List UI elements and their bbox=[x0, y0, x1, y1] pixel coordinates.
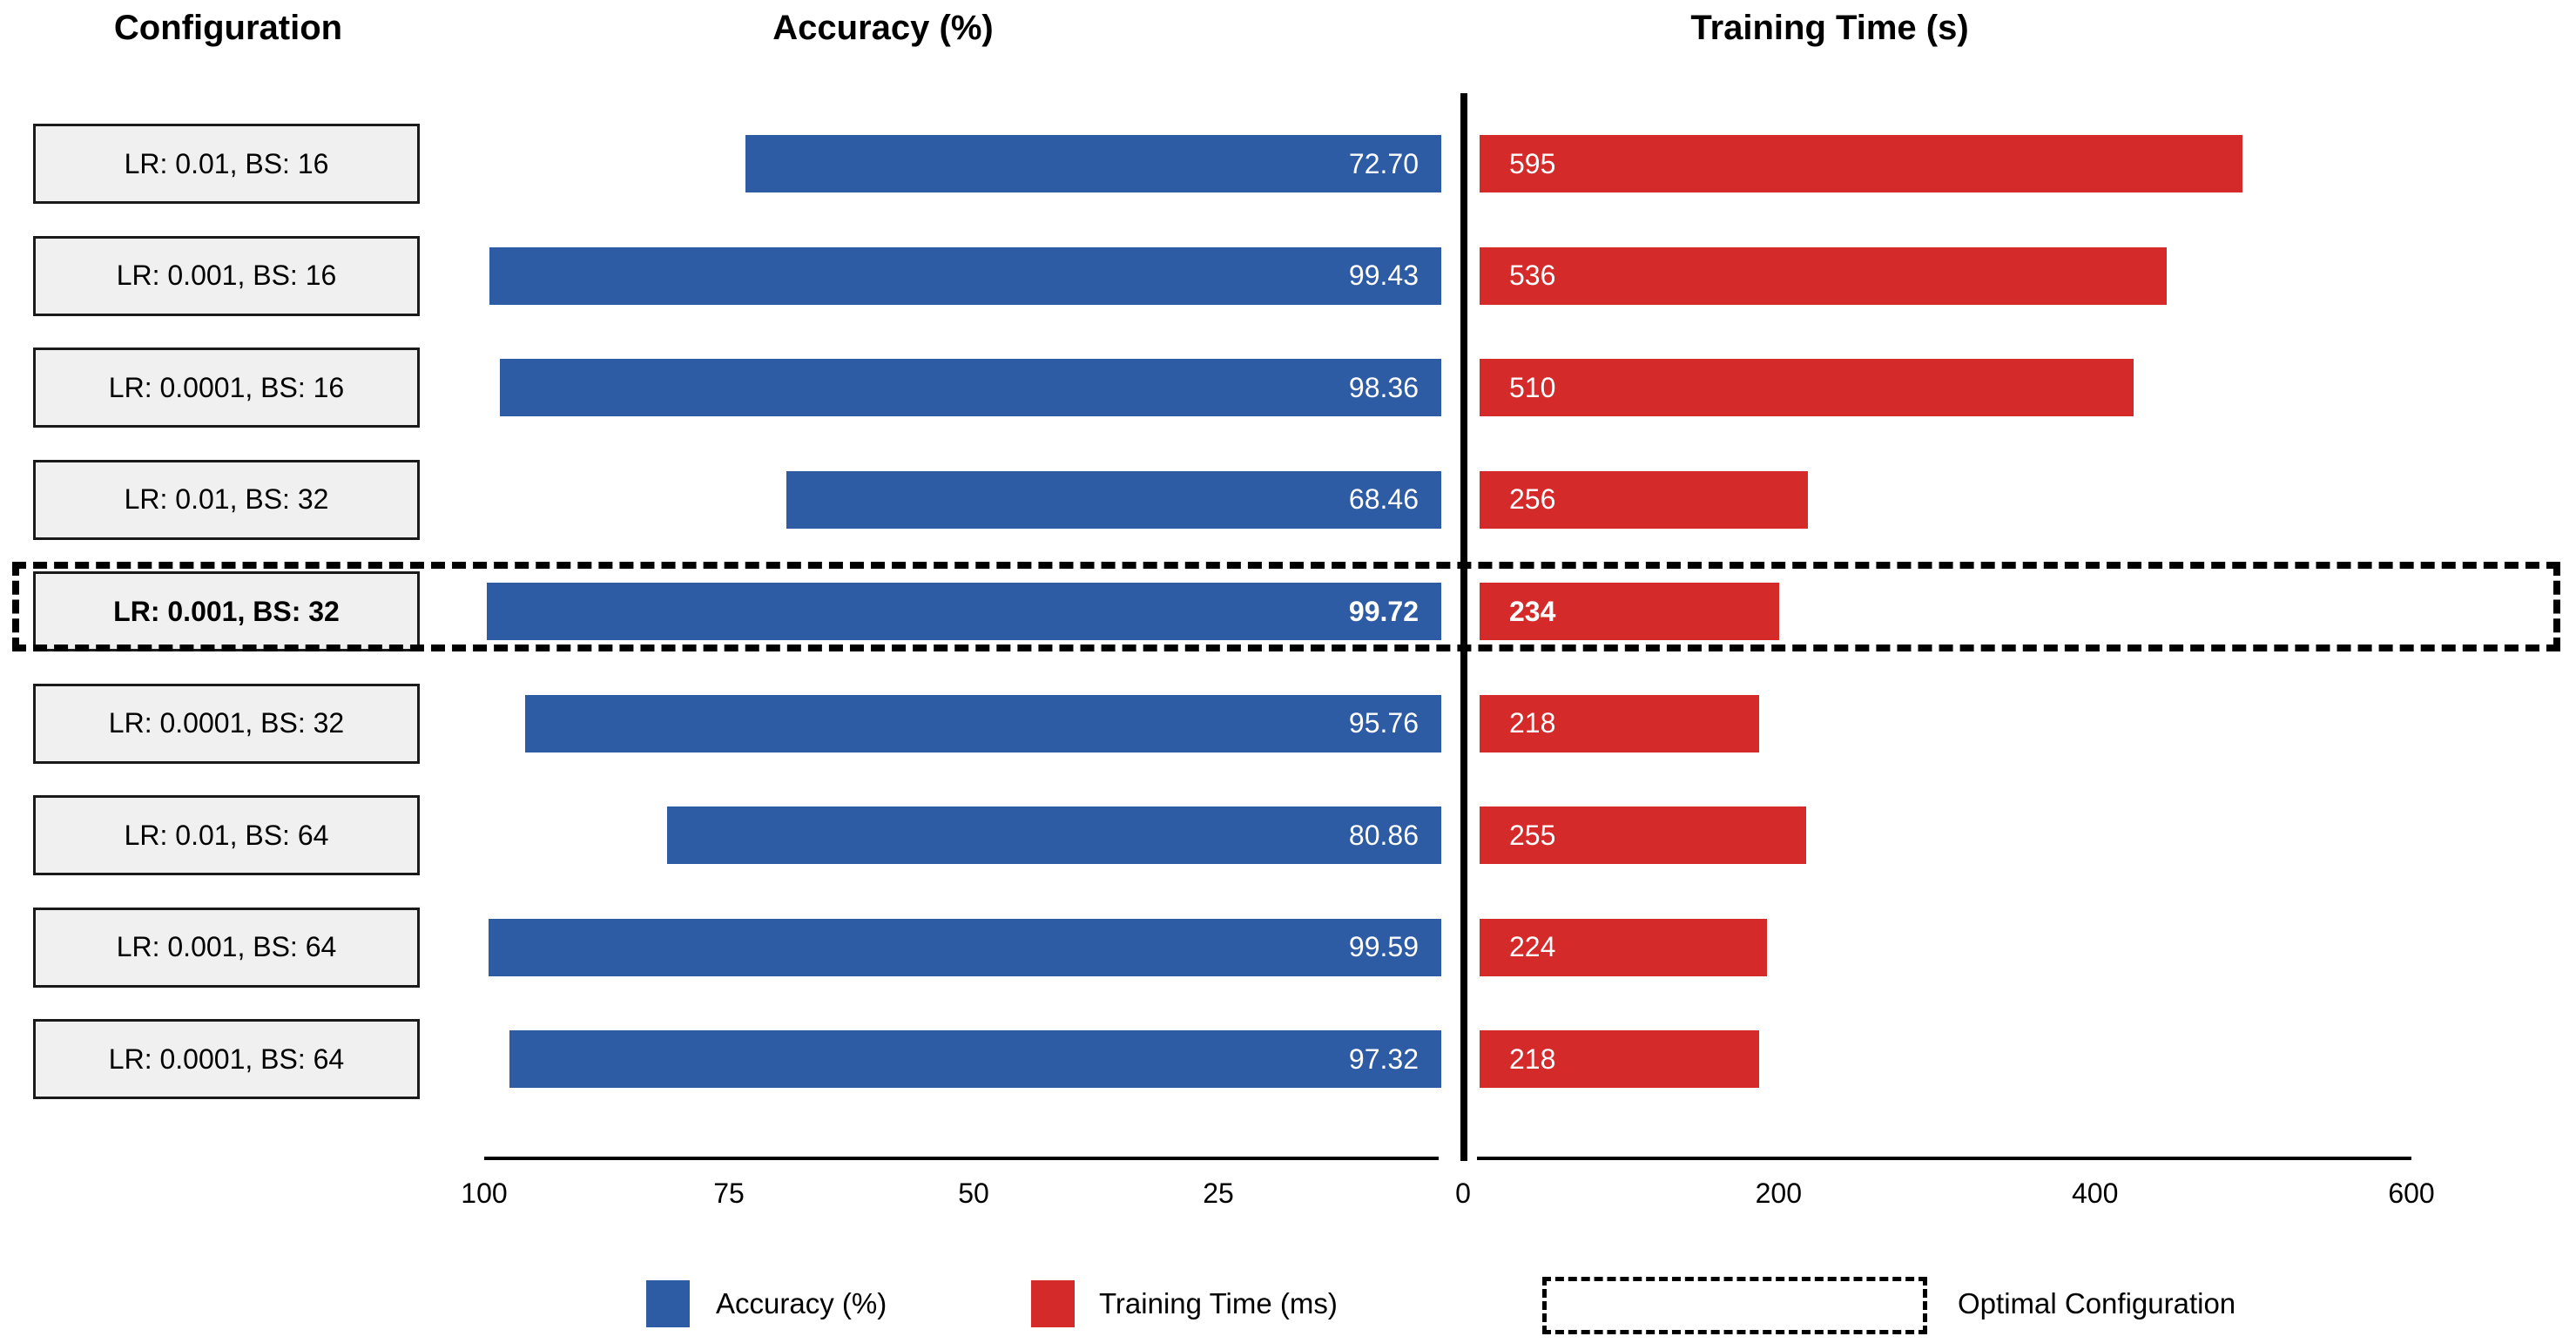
time-value-label: 218 bbox=[1509, 1043, 1556, 1075]
config-column-title: Configuration bbox=[113, 9, 343, 47]
time-bar: 595 bbox=[1480, 135, 2242, 192]
accuracy-value-label: 72.70 bbox=[1348, 147, 1419, 179]
accuracy-value-label: 99.72 bbox=[1348, 595, 1419, 627]
config-box: LR: 0.001, BS: 16 bbox=[33, 235, 420, 316]
time-value-label: 256 bbox=[1509, 483, 1556, 515]
accuracy-bar: 97.32 bbox=[509, 1030, 1441, 1088]
axis-tick-label: 50 bbox=[958, 1178, 989, 1209]
accuracy-value-label: 98.36 bbox=[1348, 371, 1419, 403]
config-box: LR: 0.01, BS: 32 bbox=[33, 459, 420, 540]
time-bar: 218 bbox=[1480, 1030, 1759, 1088]
accuracy-value-label: 80.86 bbox=[1348, 819, 1419, 851]
axis-tick-label: 400 bbox=[2071, 1178, 2119, 1209]
time-bar: 224 bbox=[1480, 918, 1767, 976]
accuracy-column-title: Accuracy (%) bbox=[772, 9, 994, 47]
accuracy-value-label: 68.46 bbox=[1348, 483, 1419, 515]
accuracy-value-label: 97.32 bbox=[1348, 1043, 1419, 1075]
time-legend-swatch bbox=[1031, 1280, 1075, 1327]
config-box: LR: 0.001, BS: 32 bbox=[33, 571, 420, 651]
time-column-title: Training Time (s) bbox=[1690, 9, 1969, 47]
axis-tick-label: 600 bbox=[2388, 1178, 2435, 1209]
accuracy-value-label: 99.59 bbox=[1348, 931, 1419, 962]
accuracy-bar: 98.36 bbox=[500, 359, 1441, 416]
accuracy-bar: 99.72 bbox=[487, 583, 1441, 640]
time-bar: 510 bbox=[1480, 359, 2134, 416]
config-box: LR: 0.01, BS: 16 bbox=[33, 124, 420, 204]
time-bar: 536 bbox=[1480, 246, 2167, 305]
axis-tick-label: 200 bbox=[1755, 1178, 1803, 1209]
config-box: LR: 0.0001, BS: 16 bbox=[33, 348, 420, 428]
time-bar: 255 bbox=[1480, 806, 1807, 864]
axis-tick-label: 100 bbox=[461, 1178, 508, 1209]
config-box: LR: 0.01, BS: 64 bbox=[33, 795, 420, 875]
accuracy-value-label: 95.76 bbox=[1348, 707, 1419, 739]
optimal-legend-label: Optimal Configuration bbox=[1958, 1287, 2236, 1319]
time-value-label: 510 bbox=[1509, 371, 1556, 403]
optimal-configuration-outline bbox=[12, 562, 2560, 651]
accuracy-bar: 72.70 bbox=[745, 135, 1441, 192]
accuracy-legend-label: Accuracy (%) bbox=[716, 1287, 887, 1319]
time-axis-line bbox=[1477, 1157, 2411, 1160]
time-bar: 218 bbox=[1480, 694, 1759, 752]
accuracy-legend-swatch bbox=[646, 1280, 690, 1327]
accuracy-bar: 80.86 bbox=[667, 806, 1441, 864]
config-box: LR: 0.001, BS: 64 bbox=[33, 907, 420, 988]
config-box: LR: 0.0001, BS: 32 bbox=[33, 683, 420, 764]
axis-tick-label: 0 bbox=[1455, 1178, 1471, 1209]
time-bar: 234 bbox=[1480, 583, 1780, 640]
time-legend-label: Training Time (ms) bbox=[1099, 1287, 1338, 1319]
time-value-label: 224 bbox=[1509, 931, 1556, 962]
accuracy-bar: 99.43 bbox=[489, 246, 1441, 305]
time-bar: 256 bbox=[1480, 470, 1808, 529]
accuracy-bar: 99.59 bbox=[488, 918, 1441, 976]
accuracy-bar: 68.46 bbox=[786, 470, 1441, 529]
time-value-label: 234 bbox=[1509, 595, 1556, 627]
time-value-label: 536 bbox=[1509, 260, 1556, 291]
accuracy-bar: 95.76 bbox=[524, 694, 1441, 752]
time-value-label: 218 bbox=[1509, 707, 1556, 739]
time-value-label: 255 bbox=[1509, 819, 1556, 851]
optimal-legend-box bbox=[1542, 1277, 1927, 1334]
time-value-label: 595 bbox=[1509, 147, 1556, 179]
axis-tick-label: 25 bbox=[1203, 1178, 1234, 1209]
center-axis-line bbox=[1460, 93, 1467, 1161]
axis-tick-label: 75 bbox=[713, 1178, 745, 1209]
config-box: LR: 0.0001, BS: 64 bbox=[33, 1019, 420, 1099]
accuracy-value-label: 99.43 bbox=[1348, 260, 1419, 291]
accuracy-axis-line bbox=[484, 1157, 1439, 1160]
